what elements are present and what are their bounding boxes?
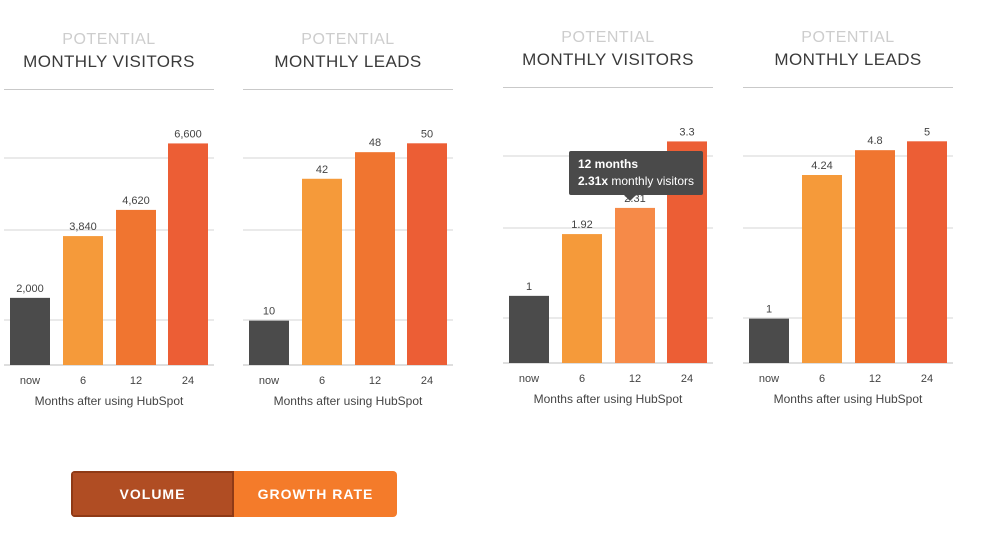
bar-value-label: 1 xyxy=(766,304,772,316)
x-tick-label: now xyxy=(519,373,539,385)
x-tick-label: 12 xyxy=(369,375,381,387)
x-tick-label: 24 xyxy=(182,375,194,387)
x-axis-label: Months after using HubSpot xyxy=(533,392,683,406)
bar-chart-leads-growth: 1 now 4.24 6 4.8 12 5 24 xyxy=(743,126,953,385)
bar-6[interactable] xyxy=(63,236,103,365)
bar-value-label: 4,620 xyxy=(122,195,150,207)
bar-now[interactable] xyxy=(249,320,289,365)
bar-6[interactable] xyxy=(302,178,342,365)
title-divider xyxy=(743,87,953,88)
tooltip-arrow xyxy=(624,195,636,201)
bar-12[interactable] xyxy=(116,209,156,365)
x-tick-label: 6 xyxy=(579,373,585,385)
x-axis-label: Months after using HubSpot xyxy=(273,394,423,408)
title-divider xyxy=(4,89,214,90)
bar-chart-leads-volume: 10 now 42 6 48 12 50 24 xyxy=(243,128,453,387)
tooltip-title: 12 months xyxy=(578,157,639,171)
x-tick-label: now xyxy=(20,375,40,387)
x-axis-label: Months after using HubSpot xyxy=(34,394,184,408)
x-tick-label: 12 xyxy=(629,373,641,385)
chart-kicker: POTENTIAL xyxy=(62,31,156,48)
bar-24[interactable] xyxy=(907,141,947,363)
bar-value-label: 2,000 xyxy=(16,283,44,295)
bar-now[interactable] xyxy=(10,297,50,365)
bar-6[interactable] xyxy=(562,234,602,363)
x-tick-label: now xyxy=(759,373,779,385)
bar-value-label: 3.3 xyxy=(679,126,694,138)
tooltip-metric: monthly visitors xyxy=(608,174,695,188)
bar-value-label: 10 xyxy=(263,306,275,318)
x-tick-label: 12 xyxy=(130,375,142,387)
title-divider xyxy=(243,89,453,90)
x-tick-label: 24 xyxy=(921,373,933,385)
bar-tooltip: 12 months 2.31x monthly visitors xyxy=(569,151,704,201)
bar-now[interactable] xyxy=(749,318,789,363)
title-divider xyxy=(503,87,713,88)
chart-kicker: POTENTIAL xyxy=(801,29,895,46)
x-tick-label: 12 xyxy=(869,373,881,385)
tooltip-value: 2.31x monthly visitors xyxy=(578,173,694,190)
bar-6[interactable] xyxy=(802,175,842,363)
bar-value-label: 42 xyxy=(316,164,328,176)
x-tick-label: 24 xyxy=(421,375,433,387)
x-tick-label: now xyxy=(259,375,279,387)
x-tick-label: 6 xyxy=(319,375,325,387)
bar-value-label: 4.8 xyxy=(867,135,882,147)
x-axis-label: Months after using HubSpot xyxy=(773,392,923,406)
chart-title: MONTHLY LEADS xyxy=(774,50,922,69)
tooltip-multiplier: 2.31x xyxy=(578,174,609,188)
x-tick-label: 6 xyxy=(80,375,86,387)
chart-title: MONTHLY VISITORS xyxy=(522,50,694,69)
bar-value-label: 4.24 xyxy=(811,160,832,172)
x-tick-label: 24 xyxy=(681,373,693,385)
chart-kicker: POTENTIAL xyxy=(301,31,395,48)
x-tick-label: 6 xyxy=(819,373,825,385)
bar-value-label: 50 xyxy=(421,128,433,140)
bar-12[interactable] xyxy=(355,152,395,365)
bar-value-label: 48 xyxy=(369,137,381,149)
bar-12[interactable] xyxy=(615,207,655,363)
bar-value-label: 1 xyxy=(526,281,532,293)
chart-title: MONTHLY VISITORS xyxy=(23,52,195,71)
metric-toggle: VOLUME GROWTH RATE xyxy=(71,471,397,517)
bar-value-label: 3,840 xyxy=(69,221,97,233)
bar-value-label: 6,600 xyxy=(174,128,202,140)
volume-button[interactable]: VOLUME xyxy=(71,471,234,517)
chart-kicker: POTENTIAL xyxy=(561,29,655,46)
bar-now[interactable] xyxy=(509,295,549,363)
bar-24[interactable] xyxy=(407,143,447,365)
growth-rate-button[interactable]: GROWTH RATE xyxy=(234,471,397,517)
bar-value-label: 1.92 xyxy=(571,219,592,231)
chart-title: MONTHLY LEADS xyxy=(274,52,422,71)
bar-24[interactable] xyxy=(168,143,208,365)
bar-value-label: 5 xyxy=(924,126,930,138)
bar-chart-visitors-volume: 2,000 now 3,840 6 4,620 12 6,600 24 xyxy=(4,128,214,387)
bar-12[interactable] xyxy=(855,150,895,363)
